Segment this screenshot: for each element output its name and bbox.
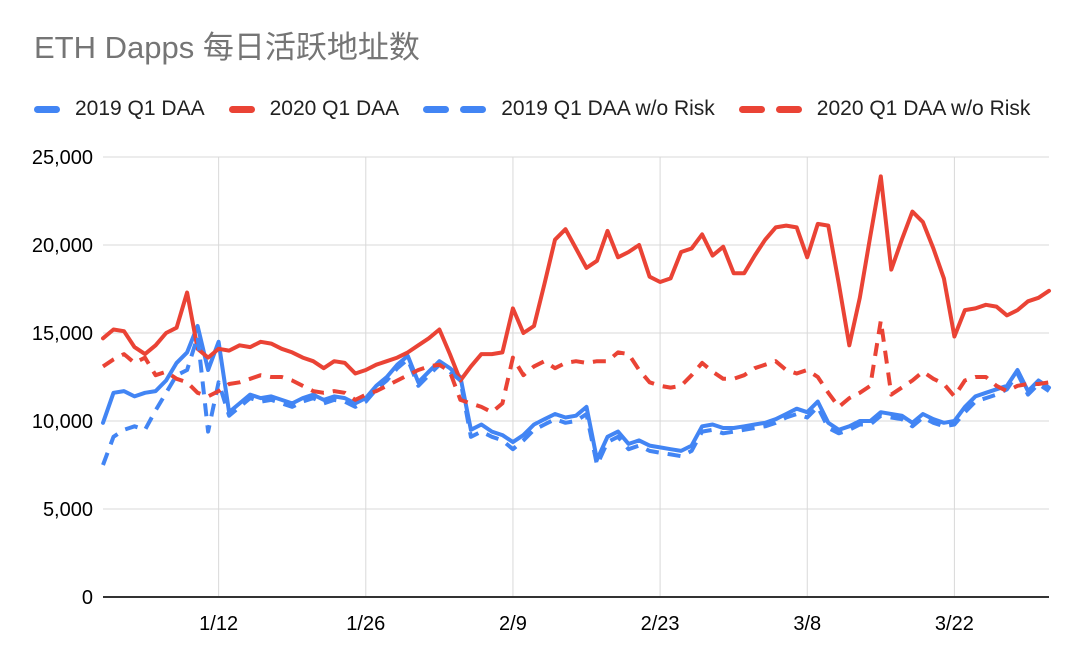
legend-dash-icon (228, 105, 255, 113)
legend-item-2019-q1-daa: 2019 Q1 DAA (34, 97, 205, 121)
legend-label: 2019 Q1 DAA w/o Risk (501, 97, 715, 120)
legend-label: 2020 Q1 DAA (269, 97, 400, 120)
chart-title: ETH Dapps 每日活跃地址数 (34, 30, 420, 65)
legend-label: 2019 Q1 DAA (75, 97, 205, 120)
x-axis-label: 1/12 (199, 613, 238, 635)
legend-swatch-solid-icon (228, 105, 255, 113)
legend-label: 2020 Q1 DAA w/o Risk (816, 97, 1031, 120)
x-axis-label: 2/23 (641, 613, 680, 635)
legend-dash-icon (423, 105, 450, 113)
x-axis-label: 2/9 (499, 613, 527, 635)
legend-item-2020-q1-daa: 2020 Q1 DAA (228, 97, 400, 121)
x-axis-label: 3/22 (935, 613, 974, 635)
y-axis-label: 25,000 (32, 147, 93, 169)
legend-item-2020-q1-daa-w-o-risk: 2020 Q1 DAA w/o Risk (738, 97, 1031, 121)
legend-swatch-dashed-icon (423, 105, 487, 113)
legend-swatch-solid-icon (34, 105, 60, 113)
x-axis-label: 1/26 (346, 613, 385, 635)
legend-dash-icon (460, 105, 487, 113)
series-line-2019-q1-daa (101, 324, 1051, 462)
chart-legend: 2019 Q1 DAA 2020 Q1 DAA 2019 Q1 DAA w/o Ri… (34, 97, 1030, 121)
legend-item-2019-q1-daa-w-o-risk: 2019 Q1 DAA w/o Risk (423, 97, 715, 121)
legend-swatch-dashed-icon (738, 105, 802, 113)
y-axis-label: 10,000 (32, 411, 93, 433)
x-axis-label: 3/8 (793, 613, 821, 635)
legend-dash-icon (738, 105, 765, 113)
legend-dash-icon (34, 105, 60, 113)
y-axis-label: 0 (82, 587, 93, 609)
series-line-2019-q1-daa-w-o-risk (101, 334, 1051, 467)
y-axis-label: 5,000 (43, 499, 93, 521)
y-axis-label: 15,000 (32, 323, 93, 345)
legend-dash-icon (775, 105, 802, 113)
series-line-2020-q1-daa-w-o-risk (101, 318, 1050, 415)
y-axis-label: 20,000 (32, 235, 93, 257)
series-line-2020-q1-daa (101, 174, 1051, 383)
